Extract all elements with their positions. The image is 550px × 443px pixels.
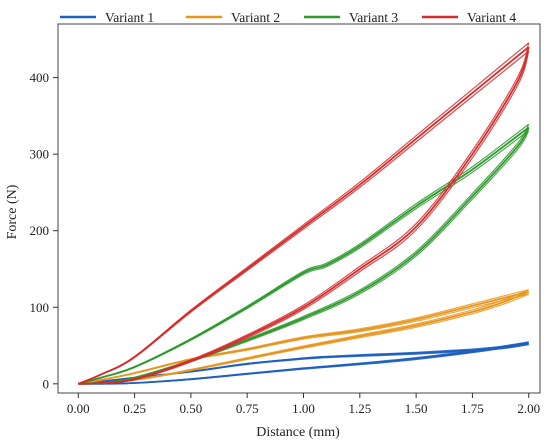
- legend-label-variant-4: Variant 4: [467, 10, 516, 25]
- x-axis: 0.00 0.25 0.50 0.75 1.00 1.25 1.50 1.75 2.00: [67, 393, 540, 416]
- y-axis: 0 100 200 300 400: [30, 70, 58, 391]
- y-tick-label: 400: [30, 70, 50, 85]
- plot-lines: [77, 42, 530, 385]
- x-tick-label: 1.50: [405, 401, 428, 416]
- series-variant-1-unloading-curve: [78, 343, 529, 385]
- x-tick-label: 1.75: [461, 401, 484, 416]
- x-tick-label: 1.25: [348, 401, 371, 416]
- legend: Variant 1 Variant 2 Variant 3 Variant 4: [60, 10, 516, 25]
- legend-label-variant-3: Variant 3: [349, 10, 398, 25]
- x-tick-label: 2.00: [517, 401, 540, 416]
- series-variant-3: [78, 123, 530, 385]
- legend-label-variant-2: Variant 2: [231, 10, 280, 25]
- series-variant-4: [77, 42, 530, 385]
- x-tick-label: 0.00: [67, 401, 90, 416]
- y-tick-label: 100: [30, 300, 50, 315]
- series-variant-4-loading-curve: [78, 42, 530, 385]
- series-variant-4-unloading-curve: [78, 42, 530, 385]
- series-variant-3-loading-curve: [78, 130, 530, 385]
- plot-frame: [57, 23, 541, 394]
- legend-label-variant-1: Variant 1: [105, 10, 154, 25]
- y-tick-label: 200: [30, 223, 50, 238]
- x-tick-label: 0.50: [180, 401, 203, 416]
- series-variant-4-unloading-curve: [78, 46, 530, 385]
- y-tick-label: 0: [43, 376, 50, 391]
- series-variant-4-loading-curve: [78, 50, 530, 385]
- x-tick-label: 0.75: [236, 401, 259, 416]
- series-variant-4-unloading-curve: [78, 50, 530, 385]
- x-tick-label: 1.00: [292, 401, 315, 416]
- series-variant-3-loading-curve: [78, 123, 530, 385]
- y-tick-label: 300: [30, 147, 50, 162]
- x-axis-title: Distance (mm): [256, 425, 340, 440]
- series-variant-4-loading-curve: [77, 46, 530, 385]
- series-variant-3-unloading-curve: [78, 123, 530, 385]
- x-tick-label: 0.25: [123, 401, 146, 416]
- y-axis-title: Force (N): [5, 184, 20, 239]
- series-variant-2-loading-curve: [78, 293, 529, 385]
